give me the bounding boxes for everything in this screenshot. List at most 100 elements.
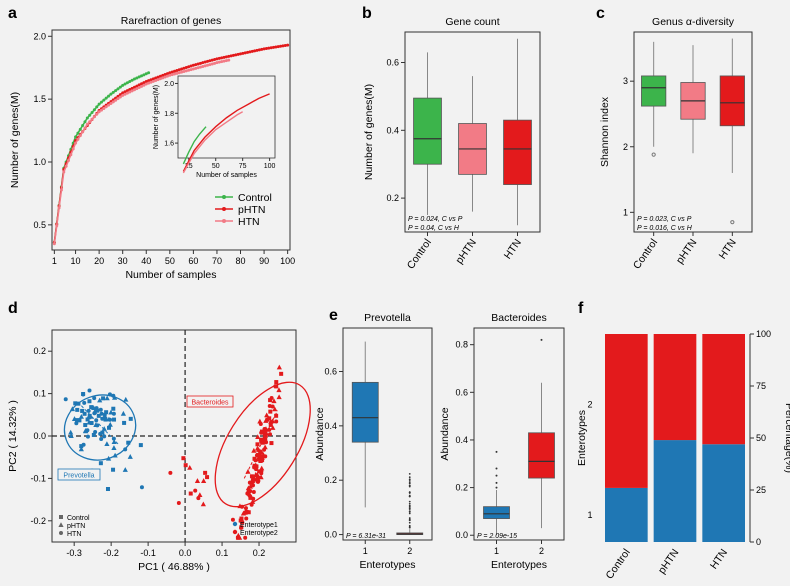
outlier-point xyxy=(495,486,498,489)
series-point-phtn xyxy=(165,72,169,76)
series-point-phtn xyxy=(151,77,155,81)
scatter-point xyxy=(123,396,129,402)
series-point-htn xyxy=(132,88,136,92)
series-point-control xyxy=(104,96,108,100)
series-point-phtn xyxy=(173,69,177,73)
series-point-control xyxy=(121,83,125,87)
y-tick-label-c: 3 xyxy=(623,76,628,86)
scatter-point xyxy=(200,501,206,507)
scatter-point xyxy=(111,467,116,472)
scatter-point xyxy=(100,430,105,435)
series-point-control xyxy=(102,98,106,102)
scatter-point xyxy=(267,416,272,421)
plot-frame-e2 xyxy=(473,327,565,541)
p-value-annotation: P = 0.016, C vs H xyxy=(637,225,693,232)
y-axis-label-e2: Abundance xyxy=(439,407,451,460)
cluster-axis-enterotype2 xyxy=(243,410,278,479)
cluster-label-box xyxy=(57,468,101,481)
series-point-phtn xyxy=(184,65,188,69)
series-point-phtn xyxy=(260,47,264,51)
series-point-phtn xyxy=(243,51,247,55)
p-value-annotation: P = 0.024, C vs P xyxy=(408,216,463,223)
scatter-point xyxy=(196,496,201,501)
scatter-point xyxy=(99,411,104,416)
outlier-point xyxy=(408,506,411,509)
series-point-phtn xyxy=(206,59,210,63)
color-legend-label: Enterotype2 xyxy=(240,530,278,537)
color-legend-swatch xyxy=(232,529,238,535)
cluster-ellipse-enterotype2 xyxy=(214,381,311,508)
inset-series-control xyxy=(182,126,207,165)
series-point-control xyxy=(147,71,151,75)
y-tick-label-e2: 0.8 xyxy=(455,340,468,350)
series-point-control xyxy=(99,100,103,104)
scatter-point xyxy=(104,395,110,401)
series-point-phtn xyxy=(267,46,271,50)
outlier-point xyxy=(730,220,735,225)
scatter-point xyxy=(268,398,273,403)
series-point-htn xyxy=(158,77,162,81)
y-tick-label-e1: 0.4 xyxy=(324,421,337,431)
scatter-point xyxy=(255,478,260,483)
series-point-phtn xyxy=(140,82,144,86)
series-point-phtn xyxy=(116,94,120,98)
shape-legend-label: HTN xyxy=(67,531,81,538)
series-point-htn xyxy=(97,110,101,114)
y-tick-label-a: 1.0 xyxy=(33,157,46,167)
x-tick-label-d: 0.1 xyxy=(216,548,229,558)
series-point-htn xyxy=(128,90,132,94)
scatter-point xyxy=(268,432,273,437)
series-point-phtn xyxy=(231,53,235,57)
scatter-point xyxy=(235,532,241,538)
series-point-phtn xyxy=(279,44,283,48)
series-point-htn xyxy=(111,100,115,104)
x-tick-label-c: Control xyxy=(631,237,660,272)
chart-title-a: Rarefraction of genes xyxy=(121,15,221,27)
series-point-phtn xyxy=(257,48,261,52)
chart-title-e1: Prevotella xyxy=(364,312,411,324)
bar-enterotype2-control xyxy=(605,334,648,488)
series-point-htn xyxy=(184,69,188,73)
legend-marker xyxy=(222,207,226,211)
scatter-point xyxy=(74,421,79,426)
x-tick-label-a: 70 xyxy=(212,256,222,266)
series-point-phtn xyxy=(224,55,228,59)
series-point-htn xyxy=(222,59,226,63)
inset-y-label: Number of genes(M) xyxy=(153,85,160,149)
series-point-phtn xyxy=(158,74,162,78)
series-point-phtn xyxy=(147,79,151,83)
scatter-point xyxy=(89,421,94,426)
scatter-point xyxy=(251,447,257,453)
x-tick-label-b: pHTN xyxy=(453,237,479,266)
scatter-point xyxy=(82,400,87,405)
scatter-point xyxy=(276,387,282,393)
scatter-point xyxy=(248,495,253,500)
x-tick-label-a: 90 xyxy=(259,256,269,266)
series-point-htn xyxy=(215,61,219,65)
scatter-point xyxy=(269,396,274,401)
series-point-phtn xyxy=(191,63,195,67)
scatter-point xyxy=(246,510,251,515)
legend-label-htn: HTN xyxy=(238,216,260,228)
scatter-point xyxy=(258,454,263,459)
scatter-point xyxy=(251,475,256,480)
series-point-htn xyxy=(189,68,193,72)
series-point-control xyxy=(128,80,132,84)
outlier-point xyxy=(408,517,411,519)
outlier-point xyxy=(408,521,411,524)
series-point-control xyxy=(118,85,122,89)
x-tick-label-b: Control xyxy=(405,237,434,272)
scatter-point xyxy=(257,449,262,454)
scatter-point xyxy=(111,411,116,416)
y2-axis-label-f: Percentage(%) xyxy=(783,403,790,473)
outlier-point xyxy=(408,500,411,503)
scatter-point xyxy=(269,441,274,446)
series-point-control xyxy=(116,87,120,91)
x-axis-label-e1: Enterotypes xyxy=(359,559,415,571)
scatter-point xyxy=(243,506,248,511)
bar-enterotype2-htn xyxy=(702,334,745,445)
series-point-phtn xyxy=(262,47,266,51)
panel-letter-b: b xyxy=(362,5,372,22)
scatter-point xyxy=(247,480,252,485)
series-point-phtn xyxy=(130,86,134,90)
